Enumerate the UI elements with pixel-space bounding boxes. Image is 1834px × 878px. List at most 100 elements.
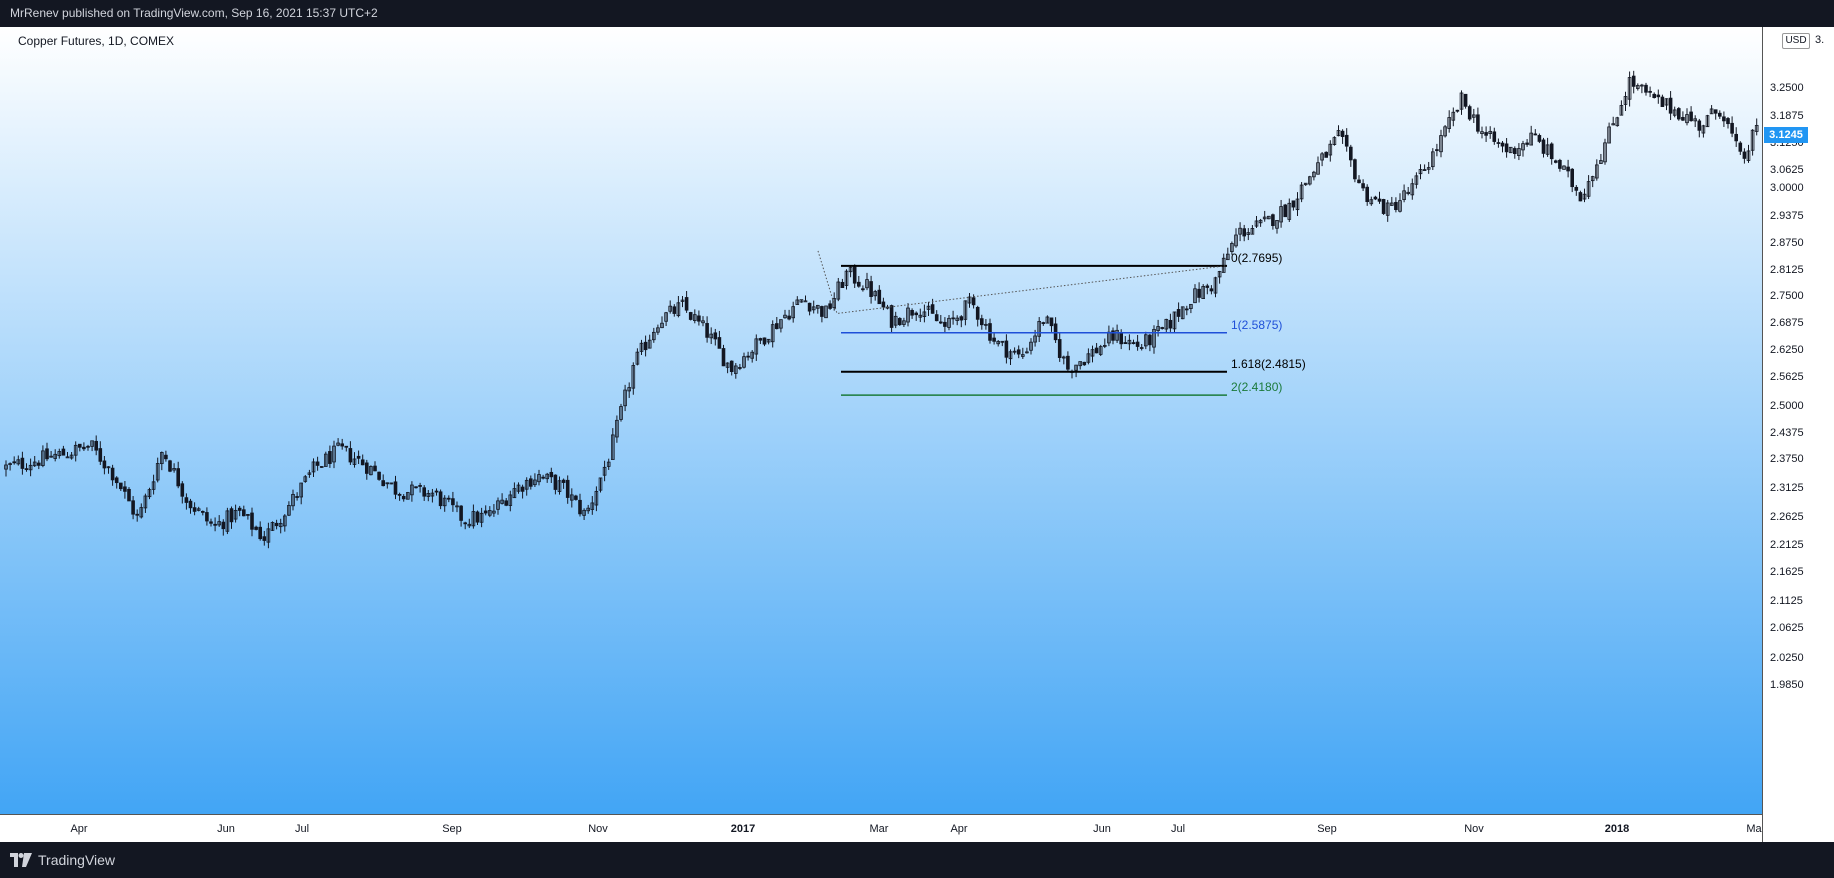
candle-body xyxy=(1057,339,1062,358)
candle-body xyxy=(758,338,763,341)
candle xyxy=(1693,115,1698,128)
candle xyxy=(770,320,775,348)
candle xyxy=(1287,198,1292,222)
price-chart[interactable]: 0(2.7695) 1(2.5875) 1.618(2.4815) 2(2.4180) xyxy=(0,27,1762,814)
candle-body xyxy=(619,406,623,420)
candle-body xyxy=(98,448,103,462)
candle-body xyxy=(323,453,328,467)
candle xyxy=(709,327,713,345)
price-tick: 3.1875 xyxy=(1770,110,1804,122)
candle-body xyxy=(1135,341,1140,347)
candle xyxy=(496,497,500,515)
candle-body xyxy=(127,488,131,502)
candle xyxy=(405,491,410,500)
candle xyxy=(274,519,279,530)
candle-body xyxy=(811,306,816,311)
candle xyxy=(811,300,816,314)
candle-body xyxy=(770,324,775,343)
candle xyxy=(1410,178,1415,200)
candle xyxy=(1250,225,1255,235)
candle-body xyxy=(1004,340,1009,358)
candle-body xyxy=(1549,143,1554,160)
candle-body xyxy=(49,455,53,458)
candle xyxy=(1176,302,1181,322)
candle xyxy=(668,300,672,314)
currency-button[interactable]: USD xyxy=(1782,33,1810,49)
candle xyxy=(656,324,660,335)
candle-body xyxy=(463,522,467,525)
candle xyxy=(1541,137,1546,158)
candle-body xyxy=(1271,214,1275,227)
candle-body xyxy=(1180,306,1185,320)
candle xyxy=(475,510,480,526)
candle-body xyxy=(1094,347,1099,354)
publish-header: MrRenev published on TradingView.com, Se… xyxy=(0,0,1834,27)
candle-body xyxy=(647,339,652,349)
candle xyxy=(422,485,426,501)
candle xyxy=(1472,108,1476,124)
candle-body xyxy=(188,500,193,509)
candle-body xyxy=(1336,130,1341,137)
candle xyxy=(1418,164,1423,180)
candle-body xyxy=(1369,199,1374,205)
candle-body xyxy=(266,528,271,543)
candle-body xyxy=(1185,308,1189,311)
candle-body xyxy=(906,307,910,323)
candle-body xyxy=(1500,142,1505,147)
candle-body xyxy=(139,507,144,518)
candle xyxy=(479,507,484,528)
candle xyxy=(889,304,894,334)
price-tick: 2.9375 xyxy=(1770,210,1804,222)
candle xyxy=(114,476,119,489)
candle-body xyxy=(131,500,135,515)
candle xyxy=(877,285,882,305)
time-axis[interactable] xyxy=(0,814,1762,843)
candle xyxy=(1316,156,1320,175)
candle-body xyxy=(1603,142,1607,163)
candle-body xyxy=(155,463,160,481)
candle-body xyxy=(746,355,750,358)
candle xyxy=(41,445,45,468)
tradingview-logo[interactable]: TradingView xyxy=(10,842,115,878)
candle xyxy=(287,501,291,517)
candle xyxy=(893,311,898,329)
candle-body xyxy=(1418,169,1423,175)
candle-body xyxy=(270,522,275,531)
candle xyxy=(127,487,131,502)
time-tick: Jun xyxy=(1093,823,1111,835)
candle xyxy=(1480,126,1484,139)
candle-body xyxy=(996,341,1000,345)
candle xyxy=(705,316,709,343)
candle xyxy=(299,482,303,505)
candle xyxy=(922,304,927,323)
candle xyxy=(1701,124,1706,138)
candle xyxy=(106,466,111,474)
candle-body xyxy=(672,306,677,314)
candle-body xyxy=(1320,153,1324,161)
candle-body xyxy=(1193,288,1197,304)
candle xyxy=(381,474,385,487)
candle xyxy=(385,482,390,489)
price-axis[interactable] xyxy=(1762,27,1834,842)
candle xyxy=(746,351,750,361)
candle-body xyxy=(246,514,250,516)
candle xyxy=(1004,334,1009,364)
candle-body xyxy=(1754,124,1759,132)
candle-body xyxy=(1016,349,1021,355)
candle-body xyxy=(1480,131,1484,135)
candle-body xyxy=(1476,114,1480,132)
candle-body xyxy=(319,466,324,468)
drawings-group: 0(2.7695) 1(2.5875) 1.618(2.4815) 2(2.4180) xyxy=(817,250,1306,396)
candle-body xyxy=(1115,329,1119,341)
candle-body xyxy=(1533,133,1538,136)
candle xyxy=(516,482,521,494)
candle xyxy=(541,474,545,480)
candle-body xyxy=(1291,200,1296,208)
candle xyxy=(389,482,394,485)
candle-body xyxy=(1394,201,1398,211)
candle-body xyxy=(606,461,611,467)
candle-body xyxy=(487,510,492,516)
candle-body xyxy=(1689,111,1693,122)
candle-body xyxy=(57,451,62,457)
candle-body xyxy=(1636,85,1640,89)
